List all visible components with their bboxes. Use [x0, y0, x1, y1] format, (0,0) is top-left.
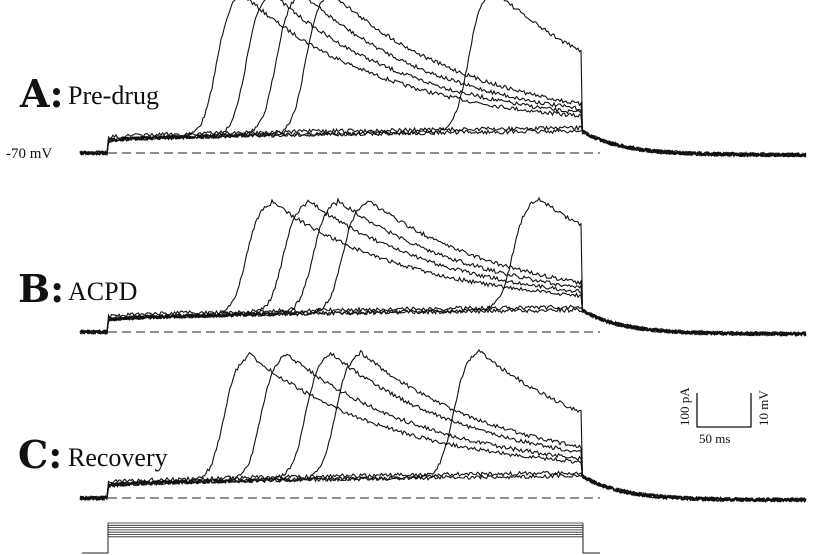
scale-bar-lines — [696, 393, 752, 428]
panel-a-condition: Pre-drug — [68, 81, 159, 110]
panel-a-letter: A: — [19, 71, 64, 116]
panel-b-condition: ACPD — [68, 277, 137, 306]
current-step-line — [82, 529, 600, 554]
current-step-protocol — [82, 522, 600, 554]
scale-voltage-label: 10 mV — [756, 390, 771, 426]
subthreshold-trace — [79, 304, 807, 337]
current-step-line — [82, 527, 600, 554]
panel-a-baseline-label: -70 mV — [6, 146, 52, 162]
current-step-line — [82, 534, 600, 554]
scale-current-label: 100 pA — [677, 387, 692, 426]
voltage-traces — [79, 0, 807, 503]
current-step-line — [82, 536, 600, 554]
panel-c-condition: Recovery — [68, 443, 168, 472]
current-step-line — [82, 524, 600, 554]
scale-time-label: 50 ms — [699, 431, 730, 446]
subthreshold-trace — [79, 473, 807, 503]
subthreshold-trace — [79, 470, 807, 503]
scale-bar: 100 pA 10 mV 50 ms — [677, 387, 771, 446]
subthreshold-trace — [79, 124, 807, 159]
current-step-line — [82, 531, 600, 554]
panel-c-letter: C: — [18, 432, 62, 477]
panel-b-letter: B: — [18, 266, 64, 311]
